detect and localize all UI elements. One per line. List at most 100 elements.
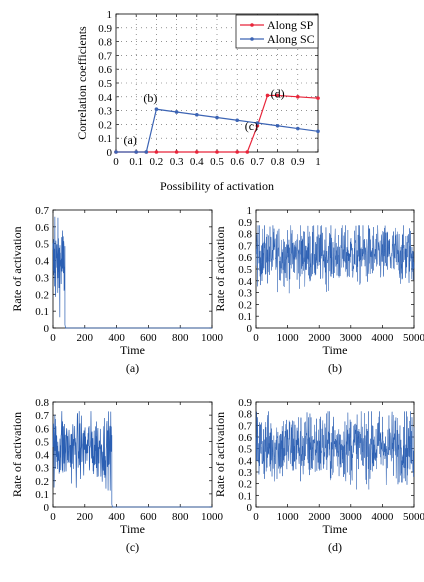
y-tick-label: 0 <box>247 502 253 514</box>
activation-trace <box>255 225 415 294</box>
x-tick-label: 5000 <box>403 332 424 344</box>
chart-1: 0 200 400 600 800 1000 0 0.1 0.2 0.3 0.4 0.5 0.6 0.7 T… <box>10 205 224 375</box>
y-tick-label: 0.5 <box>238 264 252 276</box>
y-tick-label: 0.3 <box>238 288 252 300</box>
data-point <box>114 150 118 154</box>
y-tick-label: 0.5 <box>35 239 49 251</box>
chart-2: 0 1000 2000 3000 4000 5000 00.10.20.30.40.50.6… <box>213 205 424 375</box>
x-tick-label: 800 <box>172 511 189 523</box>
data-point <box>174 110 179 114</box>
y-tick-label: 0.4 <box>35 450 49 462</box>
plot-frame <box>52 209 213 329</box>
y-tick-label: 0.6 <box>35 222 49 234</box>
activation-trace <box>52 411 212 508</box>
x-tick-label: 0.4 <box>190 156 204 168</box>
y-axis-label: Rate of activation <box>10 226 24 311</box>
annotation-label: (b) <box>143 91 157 105</box>
x-tick-label: 1 <box>315 156 321 168</box>
annotation-label: (c) <box>245 119 258 133</box>
data-point <box>195 150 199 154</box>
data-point <box>255 121 260 125</box>
data-point <box>215 150 219 154</box>
x-tick-label: 800 <box>172 332 189 344</box>
y-tick-label: 0 <box>44 323 50 335</box>
y-tick-label: 0.1 <box>98 133 112 145</box>
y-tick-label: 0.3 <box>98 106 112 118</box>
y-tick-label: 0 <box>107 147 113 159</box>
x-tick-label: 5000 <box>403 511 424 523</box>
series-line-sc <box>116 108 319 153</box>
data-point <box>316 96 320 100</box>
x-tick-label: 1000 <box>201 511 224 523</box>
data-point <box>275 93 280 98</box>
chart-3: 0 200 400 600 800 1000 00.10.20.30.4 0.50.60.70… <box>10 397 224 554</box>
data-point <box>265 93 270 98</box>
x-tick-label: 1000 <box>277 511 300 523</box>
y-tick-label: 0.4 <box>35 256 49 268</box>
y-tick-label: 0.1 <box>238 311 252 323</box>
annotation-label: (d) <box>271 86 285 100</box>
data-point <box>144 150 149 154</box>
x-tick-label: 1000 <box>277 332 300 344</box>
x-axis-label: Time <box>120 343 145 357</box>
panel-caption: (c) <box>126 540 139 554</box>
data-point <box>134 150 138 154</box>
x-tick-label: 0.1 <box>129 156 143 168</box>
y-tick-label: 0.7 <box>35 205 49 217</box>
y-tick-label: 0.4 <box>238 455 252 467</box>
data-point <box>296 126 300 131</box>
legend-box <box>235 14 319 49</box>
y-tick-label: 0.2 <box>238 479 252 491</box>
x-tick-label: 200 <box>77 511 94 523</box>
data-point <box>154 107 159 112</box>
activation-trace <box>52 216 212 329</box>
y-tick-label: 0.5 <box>98 78 112 90</box>
x-tick-label: 400 <box>108 511 125 523</box>
x-tick-label: 2000 <box>308 332 331 344</box>
x-axis-label: Time <box>323 343 348 357</box>
data-point <box>195 112 199 117</box>
y-tick-label: 0.6 <box>238 432 252 444</box>
x-tick-label: 0 <box>50 511 56 523</box>
y-tick-label: 0.5 <box>238 444 252 456</box>
x-tick-label: 600 <box>140 332 157 344</box>
y-tick-label: 0.8 <box>238 229 252 241</box>
y-axis-label: Rate of activation <box>10 412 24 497</box>
x-tick-label: 0.9 <box>291 156 305 168</box>
x-tick-label: 200 <box>77 332 94 344</box>
y-tick-label: 0.4 <box>238 276 252 288</box>
y-tick-label: 0.2 <box>98 119 112 131</box>
y-tick-label: 0.3 <box>238 467 252 479</box>
x-tick-label: 0.7 <box>251 156 265 168</box>
x-tick-label: 400 <box>108 332 125 344</box>
y-tick-label: 0.8 <box>98 37 112 49</box>
activation-trace <box>255 411 415 490</box>
panel-caption: (b) <box>328 361 342 375</box>
plot-frame <box>255 401 415 508</box>
y-tick-label: 0.9 <box>238 397 252 409</box>
y-tick-label: 0.2 <box>238 299 252 311</box>
y-tick-label: 0.8 <box>35 397 49 409</box>
data-point <box>235 118 239 123</box>
x-tick-label: 4000 <box>371 332 394 344</box>
legend-entry: Along SC <box>267 32 315 46</box>
chart-0: 0 0.1 0.2 0.3 0.4 0.5 0.6 0.7 0.8 0.9 100.10.20.30… <box>75 9 321 193</box>
x-tick-label: 0.2 <box>150 156 164 168</box>
x-tick-label: 4000 <box>371 511 394 523</box>
x-tick-label: 0 <box>253 511 259 523</box>
y-tick-label: 0.4 <box>98 92 112 104</box>
annotation-label: (a) <box>124 133 137 147</box>
x-tick-label: 3000 <box>340 511 363 523</box>
x-tick-label: 0.5 <box>210 156 224 168</box>
x-tick-label: 0 <box>253 332 259 344</box>
data-point <box>235 150 239 154</box>
legend-entry: Along SP <box>267 18 314 32</box>
x-tick-label: 2000 <box>308 511 331 523</box>
data-point <box>255 123 260 128</box>
y-tick-label: 0.9 <box>98 23 112 35</box>
y-tick-label: 0.3 <box>35 463 49 475</box>
y-tick-label: 1 <box>247 205 253 217</box>
data-point <box>275 123 280 128</box>
x-axis-label: Time <box>323 522 348 536</box>
